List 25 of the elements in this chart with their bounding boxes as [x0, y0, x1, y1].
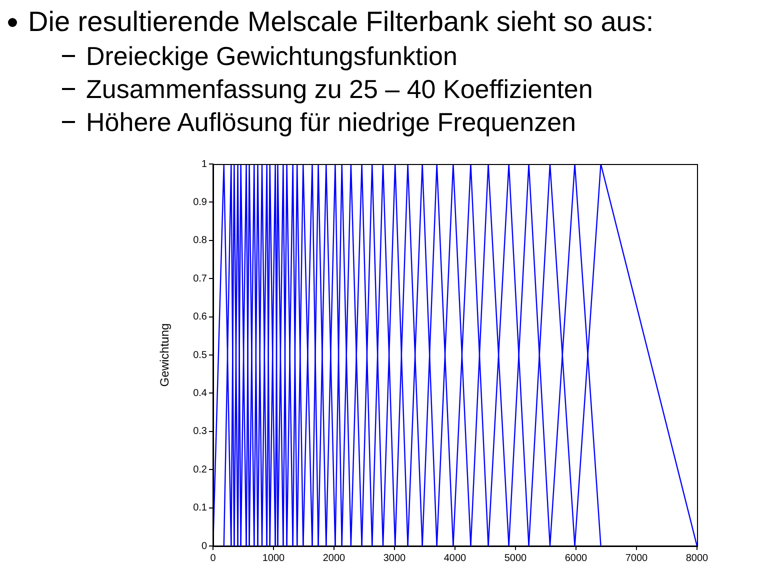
x-tick-label: 4000 [444, 552, 467, 564]
x-tick-label: 8000 [686, 552, 709, 564]
y-axis-title: Gewichtung [158, 323, 172, 387]
y-tick-label: 0 [201, 540, 208, 552]
x-tick-label: 2000 [322, 552, 346, 564]
y-tick-label: 0.2 [193, 464, 208, 476]
x-tick-label: 7000 [625, 552, 648, 564]
x-tick-label: 0 [210, 552, 216, 564]
y-tick-label: 0.8 [193, 235, 208, 246]
y-tick-label: 1 [201, 158, 208, 170]
x-tick-label: 1000 [262, 552, 286, 564]
y-tick-label: 0.1 [193, 502, 208, 514]
y-tick-label: 0.9 [193, 196, 208, 208]
y-tick-label: 0.5 [193, 350, 208, 361]
y-tick-label: 0.6 [193, 312, 208, 323]
y-tick-label: 0.3 [193, 426, 208, 438]
x-tick-label: 6000 [564, 552, 588, 564]
y-tick-label: 0.7 [193, 273, 208, 284]
x-tick-label: 3000 [383, 552, 406, 564]
text: Dreieckige Gewichtungsfunktion [86, 40, 458, 72]
y-tick-label: 0.4 [193, 388, 208, 399]
x-tick-label: 5000 [504, 552, 528, 564]
text: Höhere Auflösung für niedrige Frequenzen [86, 106, 576, 138]
text: Zusammenfassung zu 25 – 40 Koeffizienten [86, 74, 593, 104]
chart-title: Die resultierende Melscale Filterbank sieht so aus: [28, 6, 654, 38]
